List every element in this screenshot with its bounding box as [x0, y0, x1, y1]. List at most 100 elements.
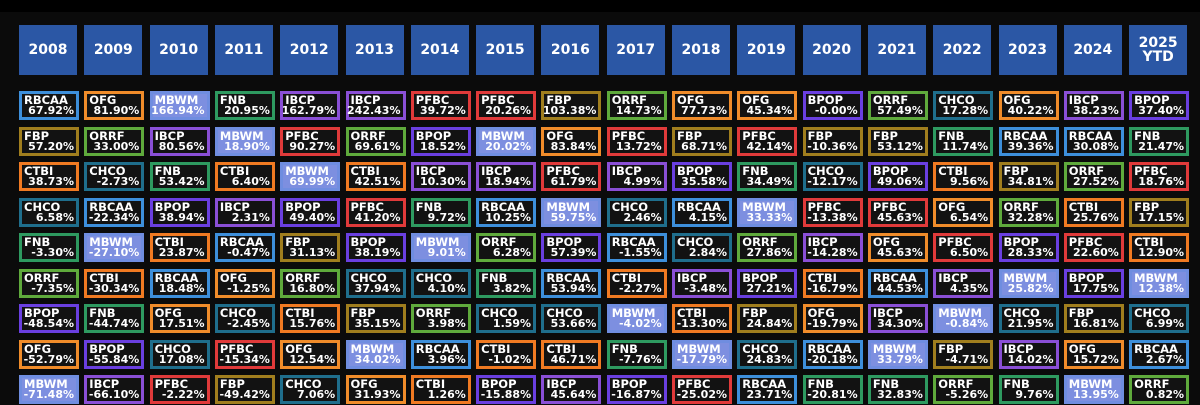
return-cell: FBP 31.13%	[280, 233, 341, 262]
ticker-label: FNB	[742, 164, 769, 178]
return-cell: PFBC 45.63%	[867, 197, 928, 227]
return-cell: RBCAA -20.18%	[802, 339, 863, 369]
return-cell: FNB 20.95%	[214, 91, 275, 120]
return-cell: MBWM -17.79%	[672, 339, 732, 369]
ticker-label: FNB	[415, 199, 443, 214]
return-cell: FBP 57.20%	[19, 126, 79, 156]
ticker-label: PFBC	[677, 377, 711, 391]
ticker-label: IBCP	[89, 377, 120, 391]
return-value: 27.21%	[746, 281, 793, 295]
return-cell: IBCP -66.10%	[84, 375, 145, 404]
return-cell: PFBC 20.26%	[476, 91, 537, 120]
return-cell: FBP 53.12%	[867, 126, 928, 156]
ticker-label: PFBC	[285, 128, 319, 143]
return-cell: CHCO 21.95%	[998, 304, 1059, 333]
ticker-label: BPOP	[611, 377, 648, 391]
year-header: 2013	[345, 25, 404, 75]
ticker-label: MBWM	[481, 128, 525, 143]
return-value: -19.79%	[807, 317, 858, 330]
return-cell: CTBI 25.76%	[1063, 197, 1124, 227]
ticker-label: FBP	[872, 128, 898, 143]
ticker-label: CHCO	[89, 164, 126, 178]
return-value: 46.71%	[550, 352, 597, 366]
return-value: 28.33%	[1007, 246, 1054, 259]
return-cell: OFG 15.72%	[1063, 339, 1124, 369]
return-cell: RBCAA 44.53%	[867, 268, 928, 298]
return-value: -3.48%	[684, 281, 727, 295]
ticker-label: CTBI	[415, 377, 446, 391]
return-cell: PFBC 41.20%	[345, 197, 406, 227]
return-value: 35.58%	[681, 175, 727, 188]
ticker-label: ORRF	[872, 93, 909, 107]
return-cell: OFG 77.73%	[672, 91, 732, 120]
ticker-label: RBCAA	[742, 377, 787, 391]
return-cell: IBCP 80.56%	[149, 126, 210, 156]
return-value: 0.82%	[1145, 388, 1185, 401]
return-cell: FBP 16.81%	[1063, 304, 1124, 333]
year-header: 2010	[149, 25, 208, 75]
ticker-label: OFG	[1068, 341, 1096, 356]
ticker-label: PFBC	[872, 199, 907, 214]
return-value: 20.95%	[224, 104, 270, 117]
return-value: 44.53%	[877, 281, 923, 295]
return-value: 21.95%	[1007, 317, 1054, 330]
return-cell: CTBI 6.40%	[214, 162, 275, 191]
return-cell: ORRF 3.98%	[410, 304, 471, 333]
return-value: -48.54%	[23, 317, 74, 330]
return-value: 80.56%	[158, 139, 205, 153]
ticker-label: IBCP	[415, 164, 446, 178]
return-value: 17.28%	[942, 104, 989, 117]
ticker-label: FNB	[481, 270, 508, 285]
return-value: 14.02%	[1007, 352, 1054, 366]
return-value: 83.84%	[550, 139, 597, 153]
ticker-label: PFBC	[938, 235, 972, 249]
return-value: -44.74%	[88, 317, 140, 330]
ticker-label: OFG	[24, 341, 52, 356]
ticker-label: BPOP	[872, 164, 909, 178]
return-cell: FBP 17.15%	[1129, 197, 1190, 227]
ticker-label: CTBI	[546, 341, 576, 356]
return-cell: MBWM 18.90%	[214, 126, 275, 156]
return-value: 57.20%	[28, 139, 74, 153]
return-value: 12.90%	[1138, 246, 1185, 259]
return-cell: IBCP 162.79%	[280, 91, 341, 120]
return-value: 81.90%	[93, 104, 140, 117]
return-value: 49.40%	[289, 210, 336, 224]
ticker-label: MBWM	[1134, 270, 1178, 285]
ticker-label: CTBI	[481, 341, 511, 356]
return-value: 3.96%	[427, 352, 466, 366]
return-cell: PFBC -25.02%	[672, 375, 732, 404]
return-cell: FBP 34.81%	[998, 162, 1059, 191]
return-value: 4.35%	[950, 281, 989, 295]
return-value: 3.82%	[492, 281, 532, 295]
ticker-label: ORRF	[611, 93, 648, 107]
return-value: 13.95%	[1072, 388, 1119, 401]
ticker-label: RBCAA	[1134, 341, 1178, 356]
return-value: 15.72%	[1072, 352, 1119, 366]
return-cell: BPOP 49.40%	[280, 197, 341, 227]
ticker-label: CHCO	[1003, 306, 1040, 320]
return-cell: BPOP 37.40%	[1129, 91, 1190, 120]
return-cell: OFG 81.90%	[84, 91, 145, 120]
return-value: 30.08%	[1072, 139, 1119, 153]
return-value: -13.30%	[676, 317, 727, 330]
return-cell: PFBC 22.60%	[1063, 233, 1124, 262]
return-cell: MBWM -4.02%	[606, 304, 667, 333]
ticker-label: FBP	[285, 235, 311, 249]
ticker-label: RBCAA	[611, 235, 656, 249]
return-value: -2.27%	[618, 281, 662, 295]
return-value: -15.88%	[480, 388, 532, 401]
return-value: 42.14%	[746, 139, 793, 153]
return-cell: MBWM 166.94%	[149, 91, 210, 120]
return-cell: MBWM 33.79%	[867, 339, 928, 369]
return-value: -1.25%	[227, 281, 270, 295]
ticker-label: BPOP	[677, 164, 713, 178]
return-value: 15.76%	[289, 317, 336, 330]
ticker-label: ORRF	[481, 235, 517, 249]
ticker-label: IBCP	[872, 306, 903, 320]
ticker-label: ORRF	[1068, 164, 1105, 178]
return-value: 16.80%	[289, 281, 336, 295]
ticker-label: RBCAA	[1003, 128, 1048, 143]
year-header: 2018	[672, 25, 730, 75]
